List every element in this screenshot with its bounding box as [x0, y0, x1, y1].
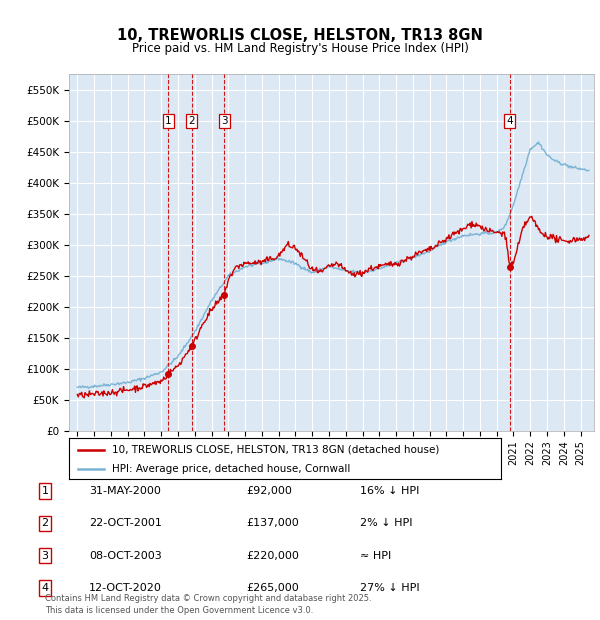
Text: 16% ↓ HPI: 16% ↓ HPI: [360, 486, 419, 496]
Text: 3: 3: [221, 116, 228, 126]
Text: 2: 2: [41, 518, 49, 528]
Text: £137,000: £137,000: [246, 518, 299, 528]
Text: 08-OCT-2003: 08-OCT-2003: [89, 551, 161, 560]
Text: 1: 1: [165, 116, 172, 126]
Text: 2% ↓ HPI: 2% ↓ HPI: [360, 518, 413, 528]
Text: £92,000: £92,000: [246, 486, 292, 496]
Text: 10, TREWORLIS CLOSE, HELSTON, TR13 8GN: 10, TREWORLIS CLOSE, HELSTON, TR13 8GN: [117, 29, 483, 43]
Text: 4: 4: [41, 583, 49, 593]
Text: 4: 4: [506, 116, 513, 126]
Text: 10, TREWORLIS CLOSE, HELSTON, TR13 8GN (detached house): 10, TREWORLIS CLOSE, HELSTON, TR13 8GN (…: [112, 445, 440, 454]
Text: 31-MAY-2000: 31-MAY-2000: [89, 486, 161, 496]
Text: £265,000: £265,000: [246, 583, 299, 593]
Text: 1: 1: [41, 486, 49, 496]
Text: Price paid vs. HM Land Registry's House Price Index (HPI): Price paid vs. HM Land Registry's House …: [131, 43, 469, 55]
Text: 12-OCT-2020: 12-OCT-2020: [89, 583, 161, 593]
Text: 2: 2: [188, 116, 195, 126]
Text: 3: 3: [41, 551, 49, 560]
Text: £220,000: £220,000: [246, 551, 299, 560]
Text: ≈ HPI: ≈ HPI: [360, 551, 391, 560]
Text: Contains HM Land Registry data © Crown copyright and database right 2025.
This d: Contains HM Land Registry data © Crown c…: [45, 593, 371, 615]
Text: HPI: Average price, detached house, Cornwall: HPI: Average price, detached house, Corn…: [112, 464, 350, 474]
Text: 27% ↓ HPI: 27% ↓ HPI: [360, 583, 419, 593]
Text: 22-OCT-2001: 22-OCT-2001: [89, 518, 161, 528]
